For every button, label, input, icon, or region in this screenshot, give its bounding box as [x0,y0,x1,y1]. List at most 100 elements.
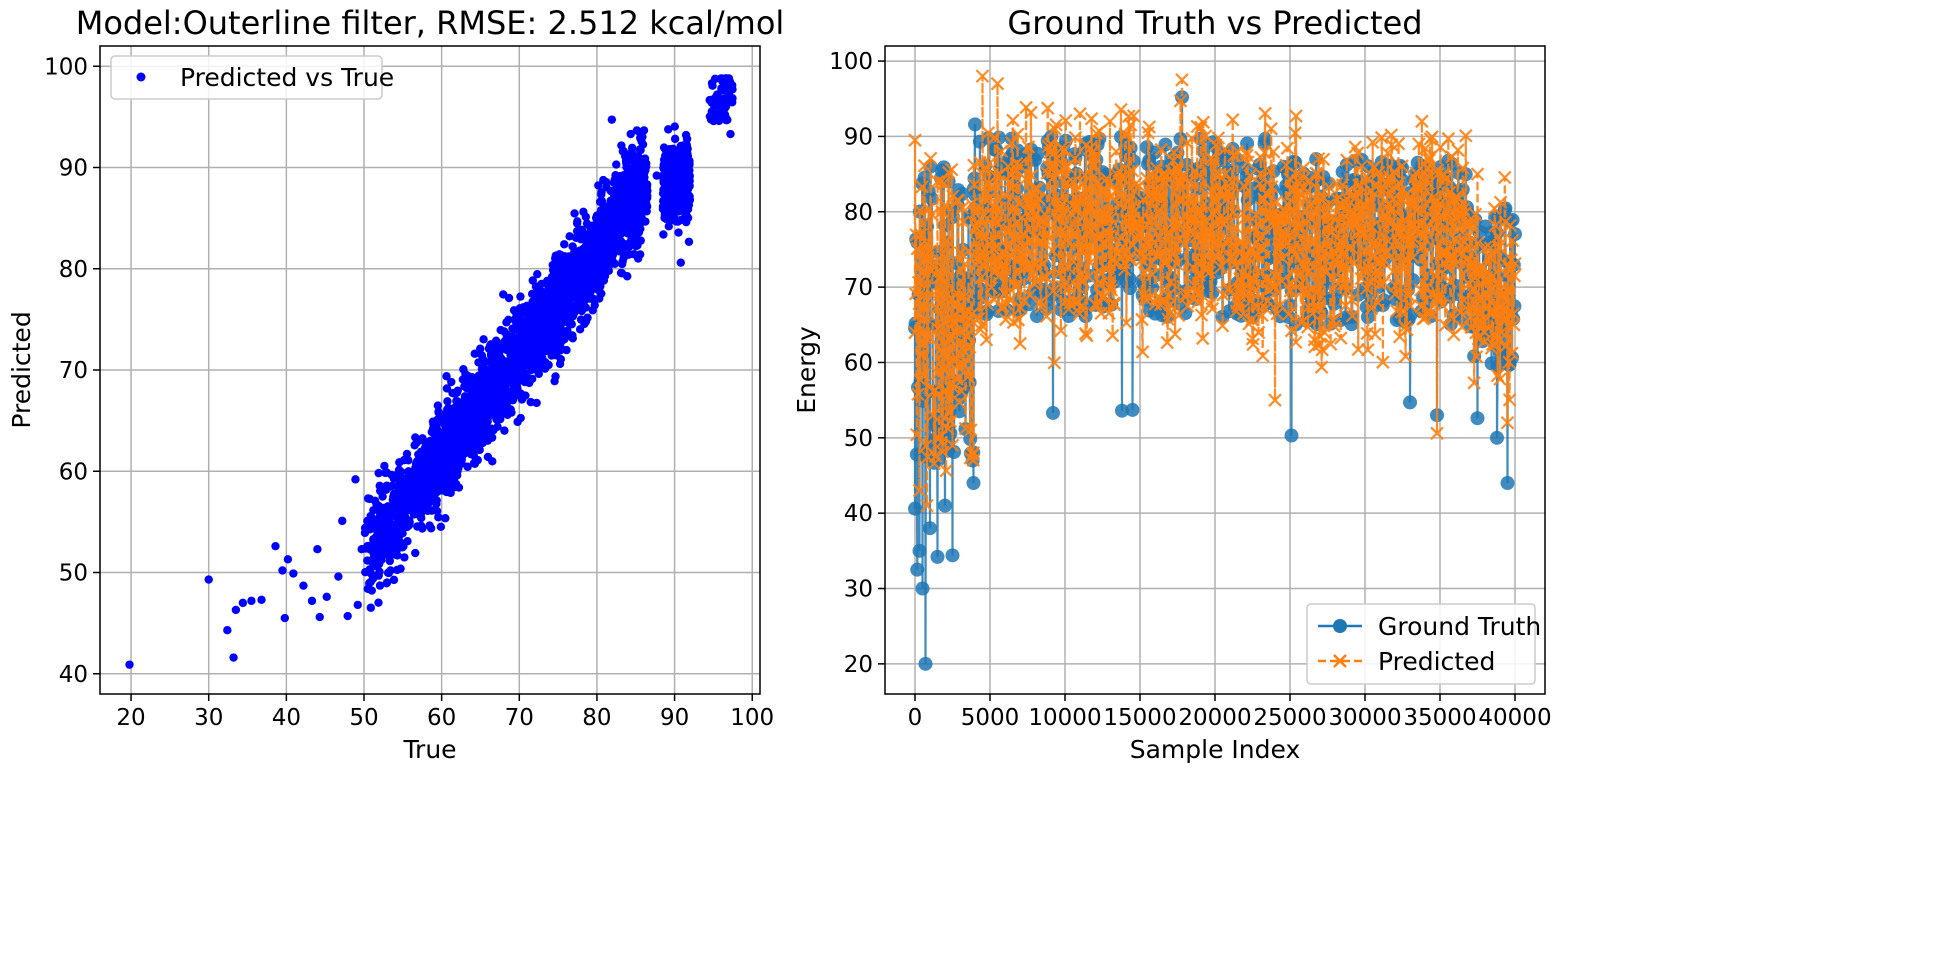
left-x-tick-label: 100 [730,705,774,731]
scatter-point [522,340,531,349]
scatter-point [353,600,362,610]
left-legend: Predicted vs True [110,55,394,100]
scatter-point [363,494,373,503]
scatter-point [594,181,603,190]
ground-truth-point [945,548,960,563]
scatter-point [541,304,550,313]
scatter-point [594,249,603,259]
scatter-point [621,192,630,201]
scatter-point [404,456,413,465]
scatter-point [652,171,661,180]
scatter-point [715,114,724,124]
scatter-point [452,471,462,480]
scatter-point [609,178,619,188]
scatter-point [673,183,682,192]
scatter-point [505,356,515,366]
scatter-point [547,273,557,283]
predicted-point [1175,73,1189,87]
scatter-point [366,525,375,534]
scatter-point [402,449,412,459]
scatter-point [708,81,717,90]
scatter-point [441,514,450,523]
scatter-point [460,413,469,422]
scatter-point [527,374,537,384]
scatter-point [397,541,406,551]
scatter-point [502,391,511,400]
scatter-point [575,325,585,334]
scatter-point [455,457,465,466]
left-y-tick-label: 100 [44,54,88,80]
scatter-point [630,176,640,185]
scatter-point [530,308,540,317]
scatter-point [602,245,612,255]
scatter-point [313,545,322,554]
scatter-point [472,418,481,427]
scatter-point [666,162,676,171]
scatter-point [463,397,472,406]
scatter-point [581,212,591,221]
scatter-point [624,201,633,210]
scatter-point [398,497,407,507]
scatter-point [403,522,412,532]
scatter-point [602,178,611,187]
scatter-point [425,521,434,530]
left-x-tick-label: 90 [660,705,689,731]
scatter-point [417,521,426,531]
scatter-point [453,433,463,443]
scatter-point [476,344,485,353]
left-chart-title: Model:Outerline filter, RMSE: 2.512 kcal… [76,4,785,42]
scatter-point [597,206,606,215]
scatter-point [582,232,591,242]
scatter-point [560,240,569,249]
scatter-point [463,437,472,447]
scatter-point [460,382,469,391]
scatter-point [511,383,521,392]
scatter-point [676,258,685,267]
scatter-point [518,394,527,403]
scatter-point [395,530,405,540]
scatter-point [565,232,574,241]
scatter-point [125,660,134,669]
scatter-point [552,314,562,324]
scatter-point [453,397,462,406]
scatter-point [463,462,472,471]
scatter-point [378,492,387,501]
scatter-point [582,219,592,228]
ground-truth-point [1490,430,1504,445]
scatter-point [720,103,730,113]
scatter-point [382,578,392,587]
scatter-point [587,266,596,275]
scatter-point [546,286,556,295]
line-chart: 0 5000 10000 15000 20000 25000 30000 35000 40000… [792,4,1552,764]
scatter-point [724,74,734,83]
scatter-point [609,206,619,215]
scatter-point [618,257,627,266]
scatter-point [561,331,571,341]
scatter-point [682,217,691,227]
scatter-point [492,345,502,354]
scatter-point [566,318,575,328]
scatter-point [413,493,423,502]
scatter-point [583,283,593,292]
scatter-point [432,496,441,505]
scatter-point [400,553,409,562]
scatter-point [434,408,443,417]
scatter-point [542,359,551,369]
scatter-point [343,611,352,621]
scatter-point [366,603,376,612]
scatter-point [423,506,432,515]
scatter-point [468,386,478,396]
scatter-point [621,208,631,218]
scatter-point [451,447,461,456]
scatter-point [566,256,576,265]
scatter-point [682,134,692,144]
left-x-tick-label: 20 [116,705,145,731]
scatter-point [607,115,617,124]
left-y-tick-label: 70 [59,358,88,384]
scatter-point [508,324,517,333]
scatter-point [204,575,213,584]
left-x-tick-label: 80 [582,705,611,731]
ground-truth-point [910,562,925,577]
scatter-point [483,452,493,462]
scatter-point [611,171,620,180]
